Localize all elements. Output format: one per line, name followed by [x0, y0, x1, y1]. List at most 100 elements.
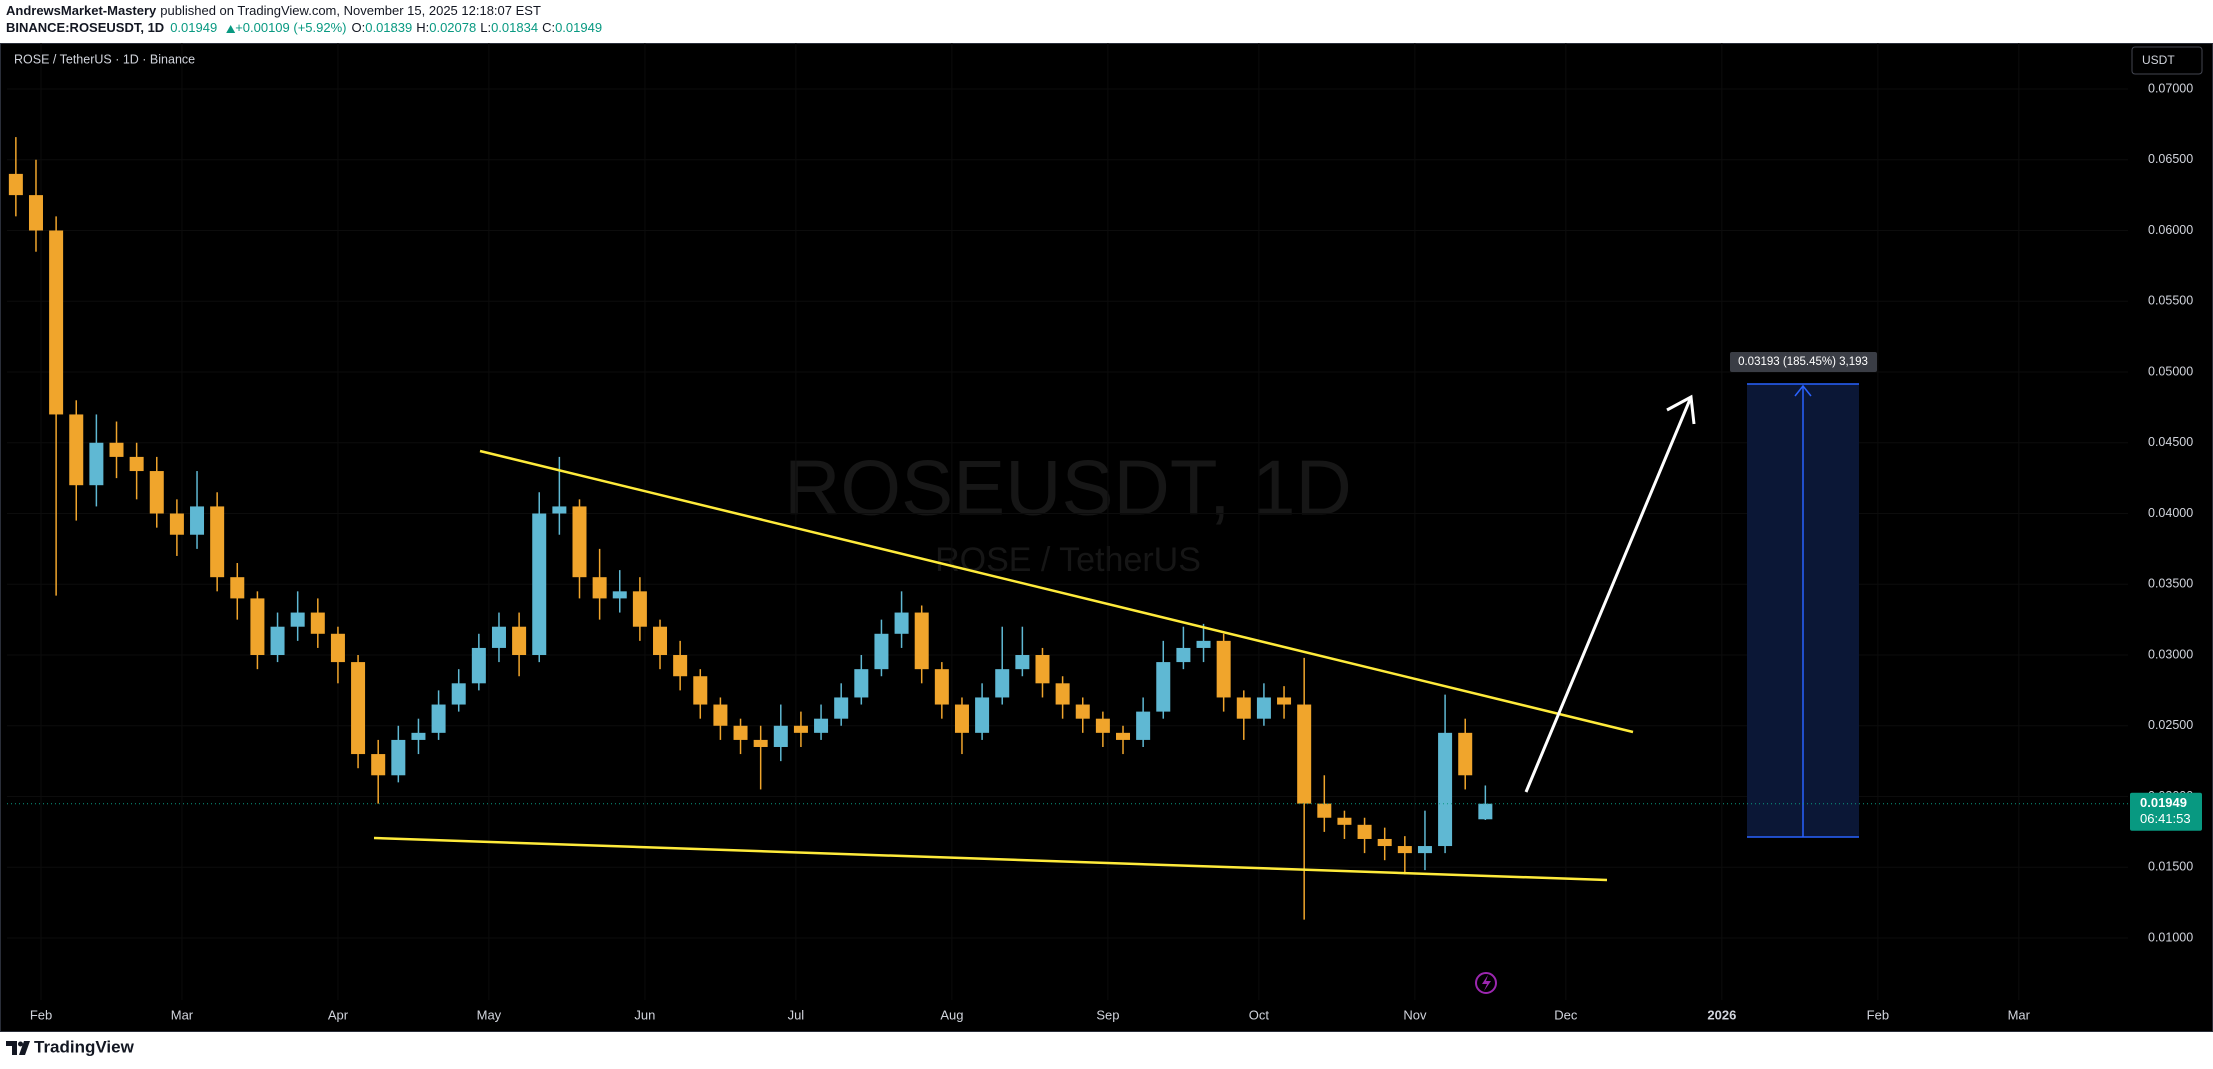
- chart-panel: [0, 43, 2213, 1032]
- candle-body: [451, 683, 466, 705]
- measure-label-bg: [1730, 352, 1877, 372]
- ohlc-value: 0.01839: [365, 20, 412, 35]
- candle-body: [230, 577, 245, 599]
- ohlc-value: 0.01834: [491, 20, 538, 35]
- candle-body: [874, 633, 889, 670]
- brand-logo: [6, 1041, 30, 1055]
- candle-body: [1317, 803, 1332, 818]
- candle-body: [310, 612, 325, 634]
- candle-body: [351, 662, 366, 755]
- candle-body: [28, 195, 43, 231]
- arrow-head: [1666, 394, 1696, 425]
- candle-body: [653, 626, 668, 656]
- candle-body: [391, 739, 406, 776]
- arrow: [1524, 396, 1693, 793]
- y-tick-label: 0.04000: [2148, 506, 2193, 520]
- candle-body: [512, 626, 527, 656]
- candle-body: [190, 506, 205, 535]
- candle-body: [1478, 803, 1493, 820]
- x-tick-label: Aug: [940, 1007, 963, 1022]
- candle-body: [1256, 697, 1271, 719]
- candle-body: [1015, 655, 1030, 670]
- x-tick-label: Dec: [1554, 1007, 1578, 1022]
- candle-body: [914, 612, 929, 670]
- trend-line: [479, 449, 1634, 734]
- candle-body: [210, 506, 225, 578]
- x-tick-label: Jun: [634, 1007, 655, 1022]
- measure-arrow-head: [1794, 384, 1812, 397]
- candle-body: [1196, 640, 1211, 648]
- price-tag-label: 0.01949: [2140, 795, 2187, 810]
- candle-body: [814, 718, 829, 733]
- candle-body: [1297, 704, 1312, 804]
- trend-line: [373, 836, 1608, 882]
- x-tick-label: Apr: [328, 1007, 349, 1022]
- alert-icon[interactable]: [1475, 972, 1497, 994]
- candle-body: [733, 725, 748, 740]
- candle-body: [975, 697, 990, 733]
- candle-body: [8, 173, 23, 196]
- candle-body: [1458, 732, 1473, 776]
- panel-title: ROSE / TetherUS · 1D · Binance: [14, 52, 195, 66]
- candle-body: [250, 598, 265, 656]
- candle-body: [270, 626, 285, 656]
- candle-body: [713, 704, 728, 726]
- x-tick-label: Mar: [2008, 1007, 2031, 1022]
- up-arrow: [226, 25, 236, 33]
- x-tick-label: Sep: [1096, 1007, 1119, 1022]
- currency-button-label[interactable]: USDT: [2142, 53, 2175, 67]
- candle-body: [109, 442, 124, 457]
- candle-body: [673, 655, 688, 677]
- candle-body: [1095, 718, 1110, 733]
- x-tick-label: 2026: [1707, 1007, 1736, 1022]
- x-tick-label: Mar: [171, 1007, 194, 1022]
- ohlc-label: L:: [480, 20, 491, 35]
- candle-body: [1417, 846, 1432, 854]
- candle-body: [632, 591, 647, 627]
- candle-body: [834, 697, 849, 719]
- candle-body: [1035, 655, 1050, 684]
- x-tick-label: Oct: [1249, 1007, 1270, 1022]
- candle-body: [1176, 647, 1191, 663]
- candle-body: [1236, 697, 1251, 719]
- candle-body: [471, 647, 486, 684]
- ohlc-value: 0.01949: [555, 20, 602, 35]
- price-tag: [2130, 792, 2202, 831]
- countdown: 06:41:53: [2140, 811, 2191, 826]
- watermark-text: ROSEUSDT, 1D: [784, 444, 1352, 532]
- candle-body: [411, 732, 426, 740]
- footer: [0, 1032, 2213, 1064]
- author: AndrewsMarket-Mastery: [6, 3, 157, 18]
- candle-body: [793, 725, 808, 733]
- y-tick-label: 0.05500: [2148, 294, 2193, 308]
- ohlc-value: 0.02078: [429, 20, 476, 35]
- candle-body: [330, 633, 345, 663]
- candle-body: [169, 513, 184, 535]
- candle-body: [773, 725, 788, 747]
- header-line: BINANCE:ROSEUSDT, 1D 0.01949 +0.00109 (+5.…: [6, 20, 602, 35]
- candle-body: [371, 754, 386, 776]
- candle-body: [290, 612, 305, 627]
- brand-logo-dot: [18, 1041, 23, 1047]
- currency-button[interactable]: [2131, 46, 2203, 75]
- ohlc-label: C:: [542, 20, 555, 35]
- y-tick-label: 0.04500: [2148, 435, 2193, 449]
- candle-body: [1136, 711, 1151, 740]
- change: +0.00109 (+5.92%): [235, 20, 346, 35]
- y-tick-label: 0.06500: [2148, 152, 2193, 166]
- watermark-sub: ROSE / TetherUS: [935, 541, 1201, 579]
- candle-body: [1397, 846, 1412, 854]
- candle-body: [954, 704, 969, 733]
- candle-body: [1337, 817, 1352, 825]
- candle-body: [491, 626, 506, 648]
- candle-body: [592, 577, 607, 599]
- candle-body: [894, 612, 909, 634]
- candle-body: [1075, 704, 1090, 719]
- candle-body: [1357, 824, 1372, 839]
- last-price: 0.01949: [170, 20, 217, 35]
- ohlc-label: O:: [352, 20, 366, 35]
- candle-body: [552, 506, 567, 514]
- candle-body: [129, 456, 144, 472]
